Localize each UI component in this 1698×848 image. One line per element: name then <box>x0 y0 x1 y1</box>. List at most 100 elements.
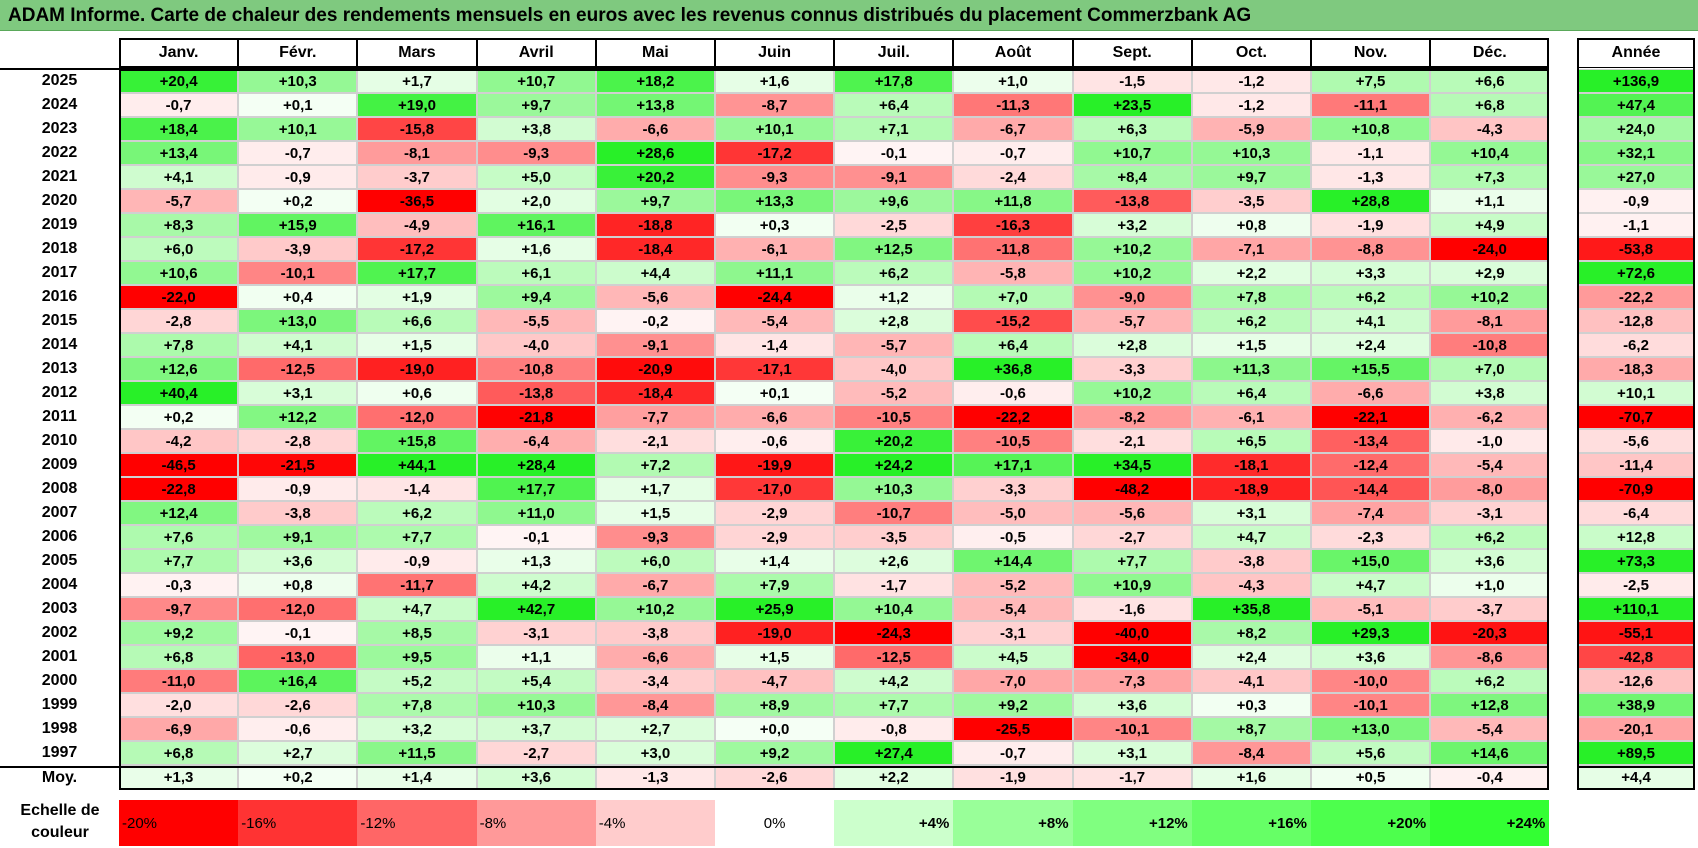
heatmap-cell: +1,4 <box>715 549 835 573</box>
heatmap-cell: -21,8 <box>476 405 596 429</box>
heatmap-cell: -0,1 <box>834 141 954 165</box>
heatmap-cell: +2,0 <box>476 189 596 213</box>
heatmap-cell: -24,3 <box>834 621 954 645</box>
column-header: Août <box>953 38 1073 68</box>
heatmap-cell: -0,2 <box>595 309 715 333</box>
heatmap-cell: -0,1 <box>238 621 358 645</box>
heatmap-cell: +23,5 <box>1072 93 1192 117</box>
heatmap-cell: +1,3 <box>476 549 596 573</box>
heatmap-cell: +0,1 <box>238 93 358 117</box>
annual-total-cell: +89,5 <box>1577 741 1695 765</box>
heatmap-cell: +15,5 <box>1311 357 1431 381</box>
heatmap-cell: +7,3 <box>1430 165 1550 189</box>
heatmap-cell: +6,2 <box>1311 285 1431 309</box>
heatmap-cell: -9,3 <box>476 141 596 165</box>
heatmap-cell: +6,2 <box>1430 669 1550 693</box>
heatmap-cell: +10,8 <box>1311 117 1431 141</box>
heatmap-cell: +4,1 <box>119 165 239 189</box>
heatmap-cell: -5,4 <box>953 597 1073 621</box>
annual-total-cell: +27,0 <box>1577 165 1695 189</box>
heatmap-cell: +2,9 <box>1430 261 1550 285</box>
heatmap-cell: +4,7 <box>1311 573 1431 597</box>
heatmap-cell: -13,4 <box>1311 429 1431 453</box>
heatmap-cell: +7,0 <box>953 285 1073 309</box>
heatmap-cell: +7,0 <box>1430 357 1550 381</box>
heatmap-cell: -5,2 <box>953 573 1073 597</box>
annual-total-cell: -22,2 <box>1577 285 1695 309</box>
heatmap-cell: -9,1 <box>834 165 954 189</box>
color-scale-swatch: -4% <box>595 800 715 846</box>
heatmap-cell: +3,3 <box>1311 261 1431 285</box>
heatmap-cell: +9,7 <box>476 93 596 117</box>
heatmap-cell: -8,8 <box>1311 237 1431 261</box>
heatmap-cell: +2,6 <box>834 549 954 573</box>
heatmap-cell: -0,7 <box>953 741 1073 765</box>
annual-total-cell: +10,1 <box>1577 381 1695 405</box>
heatmap-cell: -3,7 <box>1430 597 1550 621</box>
heatmap-cell: -8,2 <box>1072 405 1192 429</box>
heatmap-cell: +3,1 <box>1072 741 1192 765</box>
heatmap-cell: -12,0 <box>238 597 358 621</box>
heatmap-cell: -4,7 <box>715 669 835 693</box>
heatmap-cell: +28,8 <box>1311 189 1431 213</box>
heatmap-cell: -13,8 <box>476 381 596 405</box>
heatmap-cell: +3,6 <box>1072 693 1192 717</box>
heatmap-cell: -0,6 <box>238 717 358 741</box>
heatmap-cell: +9,5 <box>357 645 477 669</box>
heatmap-cell: +11,1 <box>715 261 835 285</box>
heatmap-cell: +2,4 <box>1311 333 1431 357</box>
heatmap-cell: +0,3 <box>715 213 835 237</box>
heatmap-cell: +1,5 <box>1191 333 1311 357</box>
heatmap-cell: +34,5 <box>1072 453 1192 477</box>
heatmap-cell: +18,2 <box>595 69 715 93</box>
heatmap-cell: -4,3 <box>1191 573 1311 597</box>
heatmap-cell: -6,2 <box>1430 405 1550 429</box>
heatmap-cell: +10,3 <box>476 693 596 717</box>
heatmap-cell: -11,7 <box>357 573 477 597</box>
column-header: Juil. <box>834 38 954 68</box>
heatmap-cell: -8,1 <box>1430 309 1550 333</box>
heatmap-cell: -0,9 <box>238 165 358 189</box>
heatmap-cell: +12,4 <box>119 501 239 525</box>
heatmap-cell: -7,3 <box>1072 669 1192 693</box>
heatmap-cell: +15,9 <box>238 213 358 237</box>
heatmap-cell: -48,2 <box>1072 477 1192 501</box>
annual-total-cell: +73,3 <box>1577 549 1695 573</box>
heatmap-cell: -7,1 <box>1191 237 1311 261</box>
annual-total-cell: -70,7 <box>1577 405 1695 429</box>
heatmap-cell: -7,0 <box>953 669 1073 693</box>
heatmap-cell: +4,9 <box>1430 213 1550 237</box>
heatmap-cell: -1,4 <box>357 477 477 501</box>
heatmap-cell: +1,1 <box>1430 189 1550 213</box>
heatmap-cell: +17,1 <box>953 453 1073 477</box>
heatmap-cell: -4,0 <box>834 357 954 381</box>
heatmap-cell: -6,1 <box>1191 405 1311 429</box>
heatmap-cell: -0,7 <box>119 93 239 117</box>
annual-total-cell: -6,2 <box>1577 333 1695 357</box>
heatmap-cell: +8,7 <box>1191 717 1311 741</box>
heatmap-cell: +10,3 <box>238 69 358 93</box>
color-scale-swatch: +20% <box>1311 800 1431 846</box>
heatmap-cell: +8,4 <box>1072 165 1192 189</box>
heatmap-cell: -34,0 <box>1072 645 1192 669</box>
heatmap-cell: -3,3 <box>1072 357 1192 381</box>
row-year-label: 2009 <box>41 456 78 473</box>
heatmap-cell: -1,4 <box>715 333 835 357</box>
average-cell: -1,3 <box>595 765 715 790</box>
heatmap-cell: -2,6 <box>238 693 358 717</box>
heatmap-cell: -1,1 <box>1311 141 1431 165</box>
heatmap-cell: -20,3 <box>1430 621 1550 645</box>
row-year-label: 2019 <box>41 216 78 233</box>
column-header: Mars <box>357 38 477 68</box>
heatmap-cell: -12,4 <box>1311 453 1431 477</box>
heatmap-cell: -18,1 <box>1191 453 1311 477</box>
heatmap-cell: -1,7 <box>834 573 954 597</box>
heatmap-cell: -18,8 <box>595 213 715 237</box>
heatmap-cell: -10,0 <box>1311 669 1431 693</box>
heatmap-cell: -25,5 <box>953 717 1073 741</box>
annual-total-cell: -53,8 <box>1577 237 1695 261</box>
heatmap-cell: -17,0 <box>715 477 835 501</box>
row-year-label: 2000 <box>41 672 78 689</box>
heatmap-cell: -12,5 <box>238 357 358 381</box>
heatmap-cell: -10,8 <box>476 357 596 381</box>
